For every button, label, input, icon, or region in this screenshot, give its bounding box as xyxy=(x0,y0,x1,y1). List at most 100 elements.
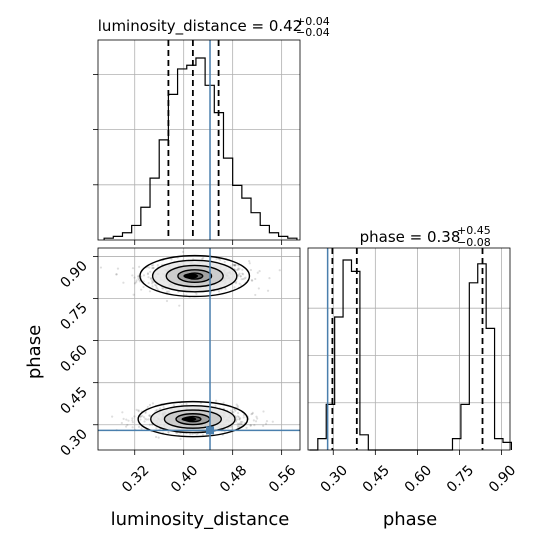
scatter-point xyxy=(262,424,265,427)
scatter-point xyxy=(217,290,221,293)
scatter-point xyxy=(149,270,152,273)
scatter-point xyxy=(152,264,155,267)
title-eq-1: = xyxy=(247,17,269,35)
scatter-point xyxy=(249,268,252,272)
scatter-point xyxy=(125,418,128,421)
scatter-point xyxy=(159,407,162,410)
scatter-point xyxy=(235,418,239,421)
title-luminosity-distance: luminosity_distance = 0.42 xyxy=(98,17,302,36)
scatter-point xyxy=(237,426,240,429)
scatter-point xyxy=(116,267,120,270)
scatter-point xyxy=(131,267,135,270)
scatter-point xyxy=(162,287,165,290)
scatter-point xyxy=(214,404,217,407)
truth-lines-2d xyxy=(98,248,300,450)
scatter-point xyxy=(133,276,136,279)
scatter-point xyxy=(131,274,134,277)
scatter-point xyxy=(115,273,118,276)
scatter-point xyxy=(240,278,243,281)
scatter-point xyxy=(170,258,173,261)
yticks-phase: 0.30 0.45 0.60 0.75 0.90 xyxy=(57,256,98,460)
scatter-point xyxy=(167,290,170,293)
scatter-point xyxy=(140,427,143,430)
scatter-point xyxy=(146,405,149,409)
hist-line-luminosity-distance xyxy=(103,57,298,240)
scatter-point xyxy=(237,268,240,271)
scatter-point xyxy=(178,304,181,307)
scatter-point xyxy=(231,263,234,266)
scatter-point xyxy=(219,258,222,262)
scatter-point xyxy=(250,413,253,416)
scatter-point xyxy=(238,417,241,421)
xtick-label-2d-2: 0.48 xyxy=(217,462,250,495)
scatter-point xyxy=(167,431,170,434)
scatter-point xyxy=(238,267,241,270)
scatter-point xyxy=(233,264,236,267)
scatter-point xyxy=(244,276,247,279)
scatter-point xyxy=(154,435,158,439)
scatter-point xyxy=(258,270,261,273)
scatter-point xyxy=(278,269,281,272)
panel-phase-hist: 0.30 0.45 0.60 0.75 0.90 phase = 0.38 +0.45 … xyxy=(307,224,519,530)
scatter-point xyxy=(138,280,141,283)
scatter-point xyxy=(236,424,239,427)
scatter-point xyxy=(175,432,179,435)
scatter-point xyxy=(151,280,154,283)
scatter-point xyxy=(99,266,103,269)
ytick-label-2d-2: 0.60 xyxy=(57,342,90,375)
scatter-point xyxy=(139,415,142,418)
title-eq-3: = xyxy=(405,228,427,246)
scatter-point xyxy=(156,264,159,267)
scatter-point xyxy=(256,417,259,420)
scatter-point xyxy=(239,417,242,420)
scatter-point xyxy=(238,422,242,425)
scatter-point xyxy=(162,406,165,409)
scatter-point xyxy=(264,422,268,425)
title-median-3: 0.38 xyxy=(427,228,460,246)
scatter-point xyxy=(148,266,151,269)
scatter-point xyxy=(237,264,240,267)
scatter-point xyxy=(238,425,241,428)
scatter-point xyxy=(155,408,159,412)
scatter-point xyxy=(151,402,155,405)
scatter-point xyxy=(234,263,237,267)
scatter-point xyxy=(155,286,158,289)
scatter-point xyxy=(238,418,241,421)
scatter-point xyxy=(241,268,244,271)
scatter-point xyxy=(161,287,164,290)
xtick-label-phase-1: 0.45 xyxy=(360,462,393,495)
scatter-point xyxy=(266,289,270,292)
scatter-point xyxy=(230,426,233,429)
scatter-point xyxy=(142,416,146,419)
frame-hist-3 xyxy=(307,247,511,451)
contour-mode1-level0 xyxy=(137,400,249,438)
scatter-point xyxy=(146,273,150,276)
scatter-point xyxy=(151,267,154,270)
truth-marker xyxy=(206,426,215,435)
scatter-point xyxy=(181,250,185,254)
scatter-point xyxy=(125,425,128,428)
scatter-point xyxy=(172,404,176,407)
scatter-point xyxy=(148,290,152,293)
scatter-point xyxy=(157,436,160,439)
title-minus-1: −0.04 xyxy=(296,26,330,39)
scatter-point xyxy=(253,423,256,427)
scatter-point xyxy=(126,423,129,427)
contour-mode0-level0 xyxy=(139,254,251,298)
xtick-label-2d-0: 0.32 xyxy=(119,462,152,495)
scatter-point xyxy=(250,279,253,282)
scatter-point xyxy=(236,405,239,408)
scatter-point xyxy=(241,420,244,424)
scatter-point xyxy=(234,264,237,267)
scatter-point xyxy=(237,423,241,426)
scatter-point xyxy=(148,403,152,407)
scatter-point xyxy=(115,273,118,276)
scatter-point xyxy=(251,411,254,414)
frame-hist-1 xyxy=(97,39,301,241)
scatter-point xyxy=(139,418,142,421)
scatter-point xyxy=(200,257,204,260)
scatter-point xyxy=(142,274,146,277)
scatter-point xyxy=(120,421,123,425)
scatter-point xyxy=(137,410,140,413)
